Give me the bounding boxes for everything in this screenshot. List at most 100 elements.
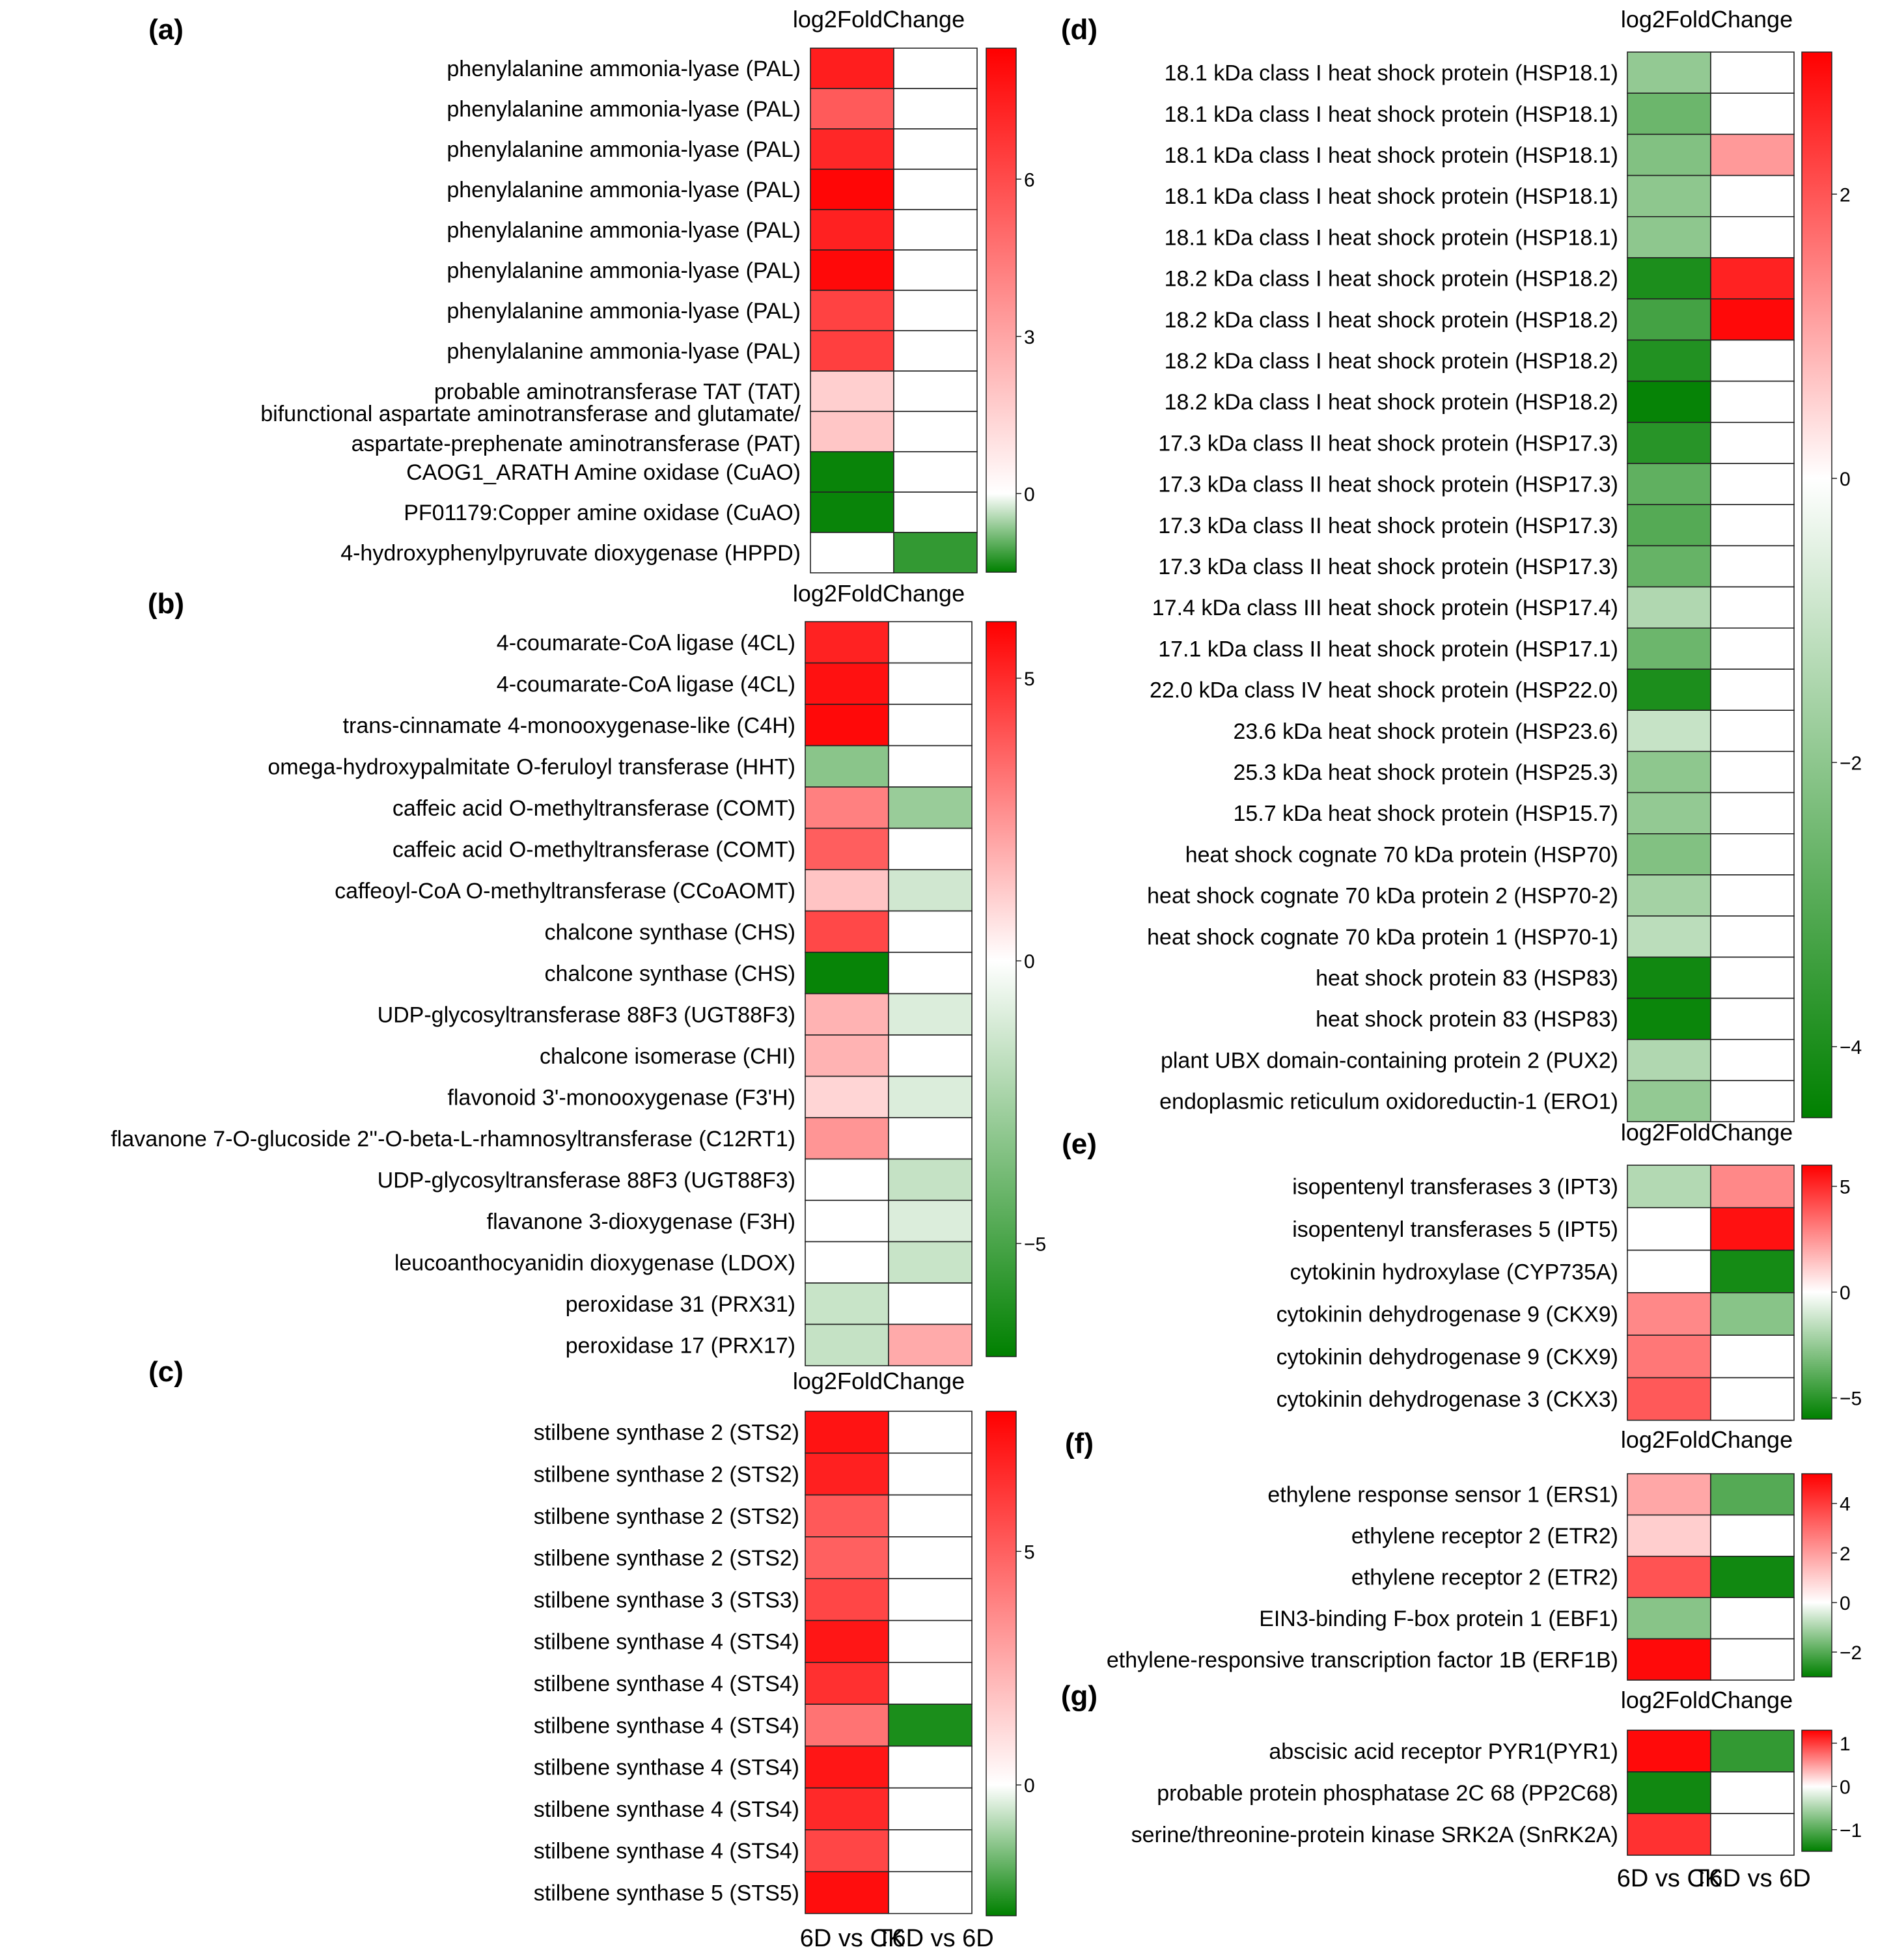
heatmap-cell bbox=[805, 704, 889, 747]
color-bar bbox=[986, 621, 1017, 1357]
heatmap-cell bbox=[888, 869, 973, 912]
row-label: phenylalanine ammonia-lyase (PAL) bbox=[447, 258, 801, 283]
color-bar-tick-label: 5 bbox=[1840, 1177, 1851, 1198]
heatmap-cell bbox=[1710, 1207, 1795, 1251]
heatmap-cell bbox=[1627, 421, 1711, 464]
heatmap-cell bbox=[888, 662, 973, 705]
heatmap-cell bbox=[888, 952, 973, 995]
heatmap-cell bbox=[805, 1034, 889, 1077]
heatmap-cell bbox=[1627, 133, 1711, 176]
heatmap-cell bbox=[1710, 1377, 1795, 1421]
heatmap-cell bbox=[1710, 257, 1795, 300]
row-label: 4-coumarate-CoA ligase (4CL) bbox=[497, 672, 795, 697]
heatmap-cell bbox=[1710, 956, 1795, 999]
heatmap-cell bbox=[805, 1662, 889, 1705]
row-label: 18.2 kDa class I heat shock protein (HSP… bbox=[1165, 349, 1618, 374]
heatmap-cell bbox=[1627, 1377, 1711, 1421]
color-bar bbox=[1801, 1165, 1832, 1420]
legend-title: log2FoldChange bbox=[1621, 6, 1793, 33]
heatmap-cell bbox=[805, 786, 889, 829]
row-label: stilbene synthase 4 (STS4) bbox=[534, 1630, 799, 1655]
heatmap-cell bbox=[1710, 133, 1795, 176]
row-label: ethylene-responsive transcription factor… bbox=[1107, 1648, 1618, 1672]
color-bar-tick-label: 4 bbox=[1840, 1494, 1851, 1515]
heatmap-cell bbox=[805, 621, 889, 664]
heatmap-cell bbox=[805, 1787, 889, 1830]
heatmap-cell bbox=[893, 48, 978, 89]
row-label: stilbene synthase 2 (STS2) bbox=[534, 1504, 799, 1529]
heatmap-cell bbox=[888, 1871, 973, 1914]
color-bar-tick-label: 0 bbox=[1024, 951, 1035, 973]
heatmap-cell bbox=[805, 1704, 889, 1747]
heatmap-cell bbox=[893, 330, 978, 372]
heatmap-cell bbox=[1627, 174, 1711, 217]
heatmap-cell bbox=[805, 1323, 889, 1366]
legend-title: log2FoldChange bbox=[1621, 1119, 1793, 1146]
row-label: phenylalanine ammonia-lyase (PAL) bbox=[447, 178, 801, 202]
heatmap-cell bbox=[805, 827, 889, 870]
heatmap-cell bbox=[805, 1494, 889, 1538]
color-bar bbox=[986, 1411, 1017, 1916]
color-bar-tick-label: 5 bbox=[1024, 1541, 1035, 1563]
panel-f: (f) log2FoldChange ethylene response senso… bbox=[1065, 1426, 1862, 1681]
row-label: caffeoyl-CoA O-methyltransferase (CCoAOM… bbox=[335, 879, 795, 904]
column-label: 6D vs CK bbox=[800, 1925, 904, 1952]
heatmap-cell bbox=[1627, 874, 1711, 917]
row-label: 4-coumarate-CoA ligase (4CL) bbox=[497, 631, 795, 656]
heatmap-cell bbox=[1710, 504, 1795, 547]
heatmap-cell bbox=[810, 128, 894, 170]
heatmap-cell bbox=[1710, 1165, 1795, 1209]
heatmap-cell bbox=[888, 910, 973, 953]
heatmap-cell bbox=[805, 1620, 889, 1663]
heatmap-cell bbox=[888, 1452, 973, 1496]
row-label: phenylalanine ammonia-lyase (PAL) bbox=[447, 299, 801, 324]
heatmap-cell bbox=[1710, 1597, 1795, 1640]
row-label: stilbene synthase 4 (STS4) bbox=[534, 1839, 799, 1864]
heatmap-cell bbox=[1710, 586, 1795, 629]
row-label: caffeic acid O-methyltransferase (COMT) bbox=[393, 837, 795, 862]
panel-a: (a) log2FoldChange phenylalanine ammonia-l… bbox=[148, 6, 1035, 573]
row-label: 22.0 kDa class IV heat shock protein (HS… bbox=[1150, 678, 1618, 703]
color-bar-tick-label: 3 bbox=[1024, 327, 1035, 348]
row-label: 18.1 kDa class I heat shock protein (HSP… bbox=[1165, 143, 1618, 168]
heatmap-cell bbox=[1627, 586, 1711, 629]
row-label: 18.1 kDa class I heat shock protein (HSP… bbox=[1165, 102, 1618, 127]
heatmap-cell bbox=[1710, 545, 1795, 588]
row-label: probable aminotransferase TAT (TAT) bbox=[434, 380, 801, 404]
row-label: EIN3-binding F-box protein 1 (EBF1) bbox=[1259, 1607, 1618, 1631]
heatmap-cell bbox=[810, 411, 894, 452]
heatmap-cell bbox=[888, 993, 973, 1036]
heatmap-cell bbox=[1710, 1080, 1795, 1123]
row-label: 17.3 kDa class II heat shock protein (HS… bbox=[1158, 514, 1618, 538]
row-label: 15.7 kDa heat shock protein (HSP15.7) bbox=[1233, 801, 1618, 826]
heatmap-cell bbox=[1710, 215, 1795, 258]
heatmap-cell bbox=[1710, 1730, 1795, 1773]
heatmap-cell bbox=[893, 88, 978, 130]
heatmap-cell bbox=[1710, 51, 1795, 94]
color-bar-tick-label: 2 bbox=[1840, 1543, 1851, 1565]
row-label: 18.1 kDa class I heat shock protein (HSP… bbox=[1165, 61, 1618, 86]
heatmap-cell bbox=[1710, 1292, 1795, 1336]
row-label: stilbene synthase 5 (STS5) bbox=[534, 1881, 799, 1905]
row-label: chalcone isomerase (CHI) bbox=[540, 1044, 795, 1069]
color-bar-tick-label: 0 bbox=[1840, 1593, 1851, 1614]
heatmap-cell bbox=[1710, 1334, 1795, 1379]
heatmap-cell bbox=[1710, 1556, 1795, 1599]
heatmap-cell bbox=[805, 952, 889, 995]
row-label: peroxidase 31 (PRX31) bbox=[566, 1292, 795, 1317]
heatmap-cell bbox=[805, 869, 889, 912]
heatmap-cell bbox=[1627, 1334, 1711, 1379]
row-label: phenylalanine ammonia-lyase (PAL) bbox=[447, 137, 801, 162]
heatmap-cell bbox=[1627, 51, 1711, 94]
heatmap-cell bbox=[888, 1662, 973, 1705]
heatmap-cell bbox=[1627, 1165, 1711, 1209]
color-bar bbox=[1801, 1473, 1832, 1677]
heatmap-cell bbox=[1627, 1292, 1711, 1336]
heatmap-cell bbox=[1627, 1039, 1711, 1081]
heatmap-cell bbox=[893, 370, 978, 412]
heatmap-cell bbox=[810, 169, 894, 210]
color-bar-tick-label: 0 bbox=[1840, 469, 1851, 490]
column-label: T6D vs 6D bbox=[1694, 1865, 1810, 1892]
heatmap-cell bbox=[810, 451, 894, 493]
row-label: chalcone synthase (CHS) bbox=[544, 920, 795, 945]
